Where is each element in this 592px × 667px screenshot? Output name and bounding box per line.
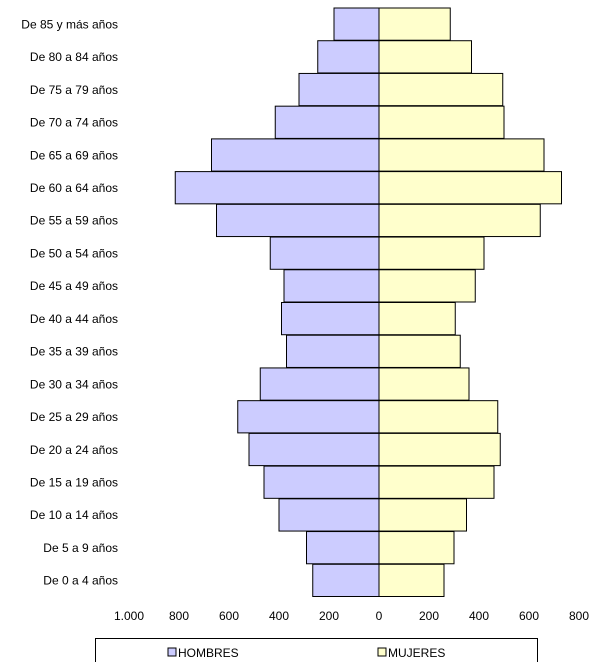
- bar-mujeres-8: [378, 302, 456, 336]
- x-tick-label: 1.000: [114, 609, 144, 623]
- bar-mujeres-16: [378, 40, 472, 74]
- bar-mujeres-11: [378, 203, 541, 238]
- bar-mujeres-7: [378, 334, 461, 368]
- bar-hombres-16: [317, 40, 380, 74]
- bar-mujeres-4: [378, 432, 501, 467]
- bar-hombres-2: [278, 498, 380, 532]
- x-tick-label: 600: [519, 609, 539, 623]
- legend-swatch-hombres: [167, 647, 177, 657]
- bar-hombres-14: [274, 105, 380, 139]
- category-label: De 0 a 4 años: [43, 574, 118, 588]
- bar-mujeres-3: [378, 465, 495, 499]
- bar-hombres-5: [237, 400, 380, 434]
- category-label: De 70 a 74 años: [30, 116, 118, 130]
- bar-hombres-12: [174, 171, 380, 205]
- bar-mujeres-6: [378, 367, 470, 401]
- x-tick-label: 200: [419, 609, 439, 623]
- bar-hombres-10: [269, 236, 380, 270]
- category-label: De 45 a 49 años: [30, 279, 118, 293]
- bar-hombres-1: [306, 531, 380, 565]
- category-label: De 55 a 59 años: [30, 214, 118, 228]
- bar-mujeres-17: [378, 7, 451, 41]
- category-label: De 65 a 69 años: [30, 148, 118, 162]
- bar-hombres-4: [248, 432, 380, 467]
- category-label: De 30 a 34 años: [30, 377, 118, 391]
- bar-hombres-7: [286, 334, 380, 368]
- bar-hombres-3: [263, 465, 380, 499]
- bar-hombres-11: [216, 203, 380, 238]
- category-labels: De 0 a 4 años De 5 a 9 años De 10 a 14 año…: [21, 17, 118, 587]
- bar-hombres-13: [211, 138, 380, 172]
- bar-mujeres-10: [378, 236, 485, 270]
- category-label: De 85 y más años: [21, 17, 118, 31]
- bar-mujeres-14: [378, 105, 505, 139]
- bar-mujeres-5: [378, 400, 499, 434]
- category-label: De 40 a 44 años: [30, 312, 118, 326]
- x-axis: 1.000 800 600 400 200 0 200 400 600 800: [114, 8, 589, 623]
- bar-hombres-8: [281, 302, 380, 336]
- bar-mujeres-12: [378, 171, 562, 205]
- x-tick-label: 400: [469, 609, 489, 623]
- legend-swatch-mujeres: [377, 647, 387, 657]
- bar-hombres-17: [333, 7, 380, 41]
- category-label: De 25 a 29 años: [30, 410, 118, 424]
- bar-mujeres-13: [378, 138, 545, 172]
- x-tick-label: 200: [319, 609, 339, 623]
- category-label: De 20 a 24 años: [30, 443, 118, 457]
- x-tick-label: 0: [376, 609, 383, 623]
- bar-hombres-15: [298, 72, 380, 107]
- legend: HOMBRES MUJERES: [95, 638, 538, 667]
- bar-mujeres-0: [378, 563, 445, 598]
- x-tick-label: 600: [219, 609, 239, 623]
- category-label: De 60 a 64 años: [30, 181, 118, 195]
- category-label: De 15 a 19 años: [30, 475, 118, 489]
- category-label: De 5 a 9 años: [43, 541, 118, 555]
- bar-hombres-0: [312, 563, 380, 598]
- legend-box: [95, 638, 538, 667]
- bar-hombres-6: [259, 367, 380, 401]
- x-tick-label: 800: [169, 609, 189, 623]
- category-label: De 35 a 39 años: [30, 345, 118, 359]
- x-tick-label: 400: [269, 609, 289, 623]
- category-label: De 10 a 14 años: [30, 508, 118, 522]
- bars-layer: [174, 7, 562, 598]
- category-label: De 75 a 79 años: [30, 83, 118, 97]
- category-label: De 80 a 84 años: [30, 50, 118, 64]
- category-label: De 50 a 54 años: [30, 246, 118, 260]
- bar-mujeres-2: [378, 498, 467, 532]
- bar-mujeres-15: [378, 72, 504, 107]
- legend-label-hombres: HOMBRES: [178, 646, 239, 660]
- bar-hombres-9: [283, 269, 380, 303]
- bar-mujeres-1: [378, 531, 455, 565]
- legend-label-mujeres: MUJERES: [388, 646, 445, 660]
- x-tick-label: 800: [569, 609, 589, 623]
- bar-mujeres-9: [378, 269, 476, 303]
